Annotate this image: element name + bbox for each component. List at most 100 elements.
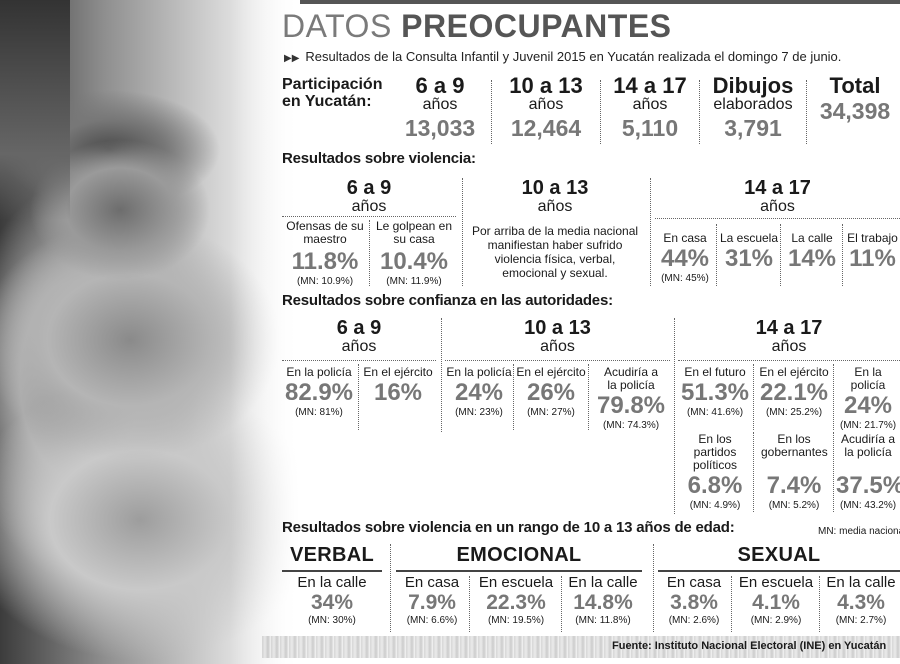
item-label: El trabajo xyxy=(847,231,898,245)
photo-hair xyxy=(0,0,70,220)
range-item: En la calle 4.3% (MN: 2.7%) xyxy=(822,574,900,626)
item-mn: (MN: 25.2%) xyxy=(765,407,823,418)
group-sub: años xyxy=(341,338,377,355)
group-title: 10 a 13 xyxy=(521,177,589,199)
item-mn: (MN: 43.2%) xyxy=(839,500,897,511)
group-sub: años xyxy=(771,338,807,355)
violence-group-6-9: 6 a 9 años xyxy=(282,178,456,215)
item-value: 4.1% xyxy=(752,591,800,614)
divider xyxy=(780,224,781,286)
item-value: 14% xyxy=(787,245,837,272)
footer-texture xyxy=(262,636,900,658)
range-item: En casa 7.9% (MN: 6.6%) xyxy=(396,574,468,626)
item-value: 16% xyxy=(373,379,423,406)
item-mn: (MN: 19.5%) xyxy=(487,615,545,626)
divider xyxy=(491,80,492,144)
item-mn: (MN: 30%) xyxy=(308,615,356,626)
divider xyxy=(369,220,370,286)
range-item: En la calle 34% (MN: 30%) xyxy=(282,574,382,626)
page-title: DATOS PREOCUPANTES xyxy=(282,8,672,45)
item-value: 11.8% xyxy=(291,248,359,275)
item-mn: (MN: 2.9%) xyxy=(750,615,802,626)
col-title: Dibujos xyxy=(712,73,794,98)
item-mn: (MN: 6.6%) xyxy=(406,615,458,626)
divider xyxy=(588,364,589,430)
col-title: 6 a 9 xyxy=(415,73,465,98)
child-photo xyxy=(0,0,300,664)
participation-col-10-13: 10 a 13 años 12,464 xyxy=(496,75,596,142)
divider xyxy=(441,318,442,432)
group-title: 10 a 13 xyxy=(524,317,591,339)
violence-item: La escuela 31% xyxy=(719,232,779,273)
item-value: 34% xyxy=(310,591,354,614)
group-sub: años xyxy=(760,198,795,215)
item-value: 51.3% xyxy=(680,379,750,406)
group-sub: años xyxy=(351,198,387,215)
divider xyxy=(753,432,754,512)
divider xyxy=(358,364,359,430)
violence-item: En casa 44% (MN: 45%) xyxy=(655,231,715,285)
divider xyxy=(699,80,700,144)
violence-heading: Resultados sobre violencia: xyxy=(282,150,476,167)
item-mn: (MN: 11.9%) xyxy=(386,276,442,287)
violence-item: La calle 14% xyxy=(783,232,841,273)
item-value: 26% xyxy=(526,379,576,406)
title-bold: PREOCUPANTES xyxy=(401,8,672,44)
col-value: 5,110 xyxy=(621,115,679,141)
item-label: En casa xyxy=(404,574,460,591)
item-mn: (MN: 4.9%) xyxy=(689,500,741,511)
item-value: 3.8% xyxy=(670,591,718,614)
group-title: 6 a 9 xyxy=(346,177,392,199)
divider xyxy=(282,570,382,572)
item-label: En la calle xyxy=(568,574,638,591)
source-note: Fuente: Instituto Nacional Electoral (IN… xyxy=(612,640,887,652)
item-label: En la calle xyxy=(826,574,896,591)
divider xyxy=(753,364,754,430)
group-title: 6 a 9 xyxy=(336,317,382,339)
item-value: 31% xyxy=(724,245,774,272)
divider xyxy=(655,218,900,219)
item-label: En escuela xyxy=(738,574,814,591)
col-title: Total xyxy=(829,73,881,98)
title-light: DATOS xyxy=(282,8,392,44)
divider xyxy=(600,80,601,144)
divider xyxy=(396,570,642,572)
col-value: 3,791 xyxy=(724,115,782,141)
item-label: En el ejército xyxy=(759,365,829,379)
item-value: 37.5% xyxy=(836,472,900,499)
item-label: En la policía xyxy=(446,365,512,379)
group-text: Por arriba de la media nacional manifies… xyxy=(471,224,639,280)
trust-item: En el futuro 51.3% (MN: 41.6%) xyxy=(678,366,752,419)
group-sub: años xyxy=(537,198,573,215)
divider xyxy=(833,364,834,430)
col-sub: años xyxy=(422,96,458,113)
mn-note: MN: media nacional xyxy=(818,526,900,537)
violence-group-14-17: 14 a 17 años xyxy=(655,178,900,215)
sexual-heading: SEXUAL xyxy=(737,544,821,566)
divider xyxy=(469,576,470,632)
trust-item: En la policía 82.9% (MN: 81%) xyxy=(280,365,358,419)
trust-group-10-13: 10 a 13 años xyxy=(445,318,670,355)
item-label: Le golpean en su casa xyxy=(375,219,453,246)
item-value: 6.8% xyxy=(687,472,743,499)
divider xyxy=(282,216,456,217)
item-label: En casa xyxy=(663,231,707,245)
item-mn: (MN: 23%) xyxy=(455,407,503,418)
divider xyxy=(731,576,732,632)
item-label: En la policía xyxy=(286,365,352,379)
divider xyxy=(842,224,843,286)
trust-group-14-17: 14 a 17 años xyxy=(678,318,900,355)
item-value: 22.1% xyxy=(759,379,829,406)
divider xyxy=(650,178,651,286)
item-value: 24% xyxy=(454,379,504,406)
top-rule xyxy=(262,0,900,4)
divider xyxy=(561,576,562,632)
item-label: En la policía xyxy=(850,365,886,392)
col-value: 13,033 xyxy=(404,115,476,141)
participation-label: Participación en Yucatán: xyxy=(282,76,392,110)
item-label: Acudiría a la policía xyxy=(840,432,896,459)
trust-item: En la policía 24% (MN: 21.7%) xyxy=(836,365,900,432)
item-label: Ofensas de su maestro xyxy=(286,219,364,246)
item-value: 11% xyxy=(849,245,896,272)
violence-item: Le golpean en su casa 10.4% (MN: 11.9%) xyxy=(372,219,456,288)
